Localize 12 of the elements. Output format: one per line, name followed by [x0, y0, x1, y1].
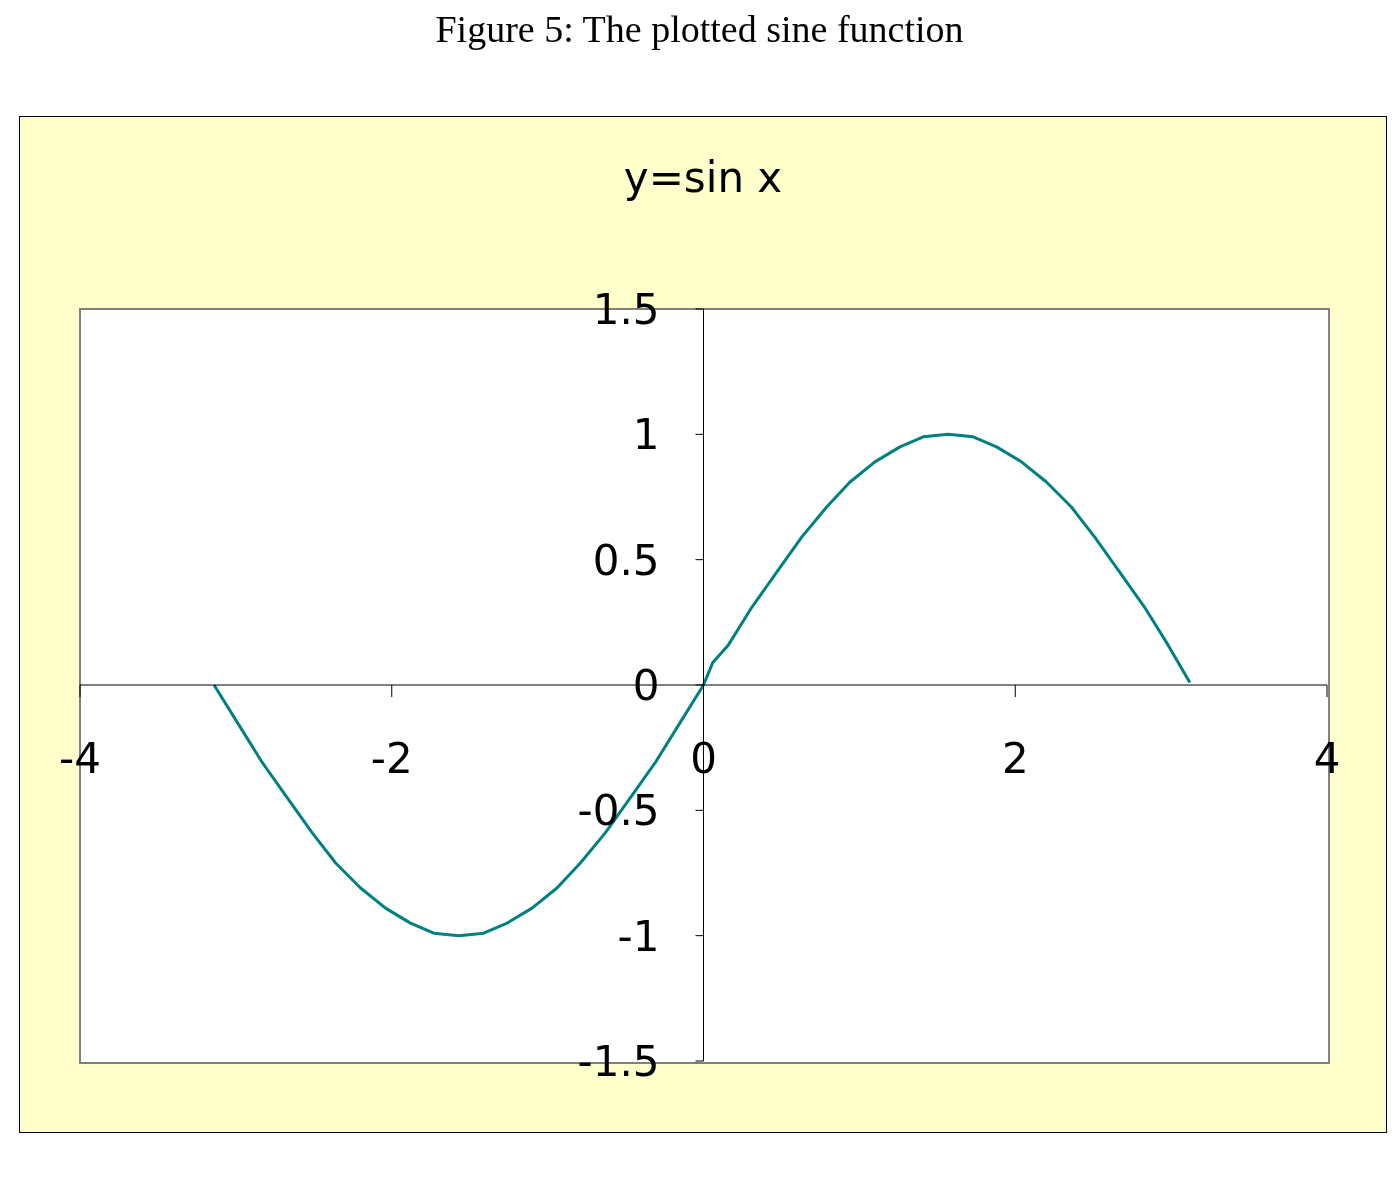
y-tick-label: 1.5	[592, 285, 660, 334]
y-tick-label: -1.5	[577, 1037, 660, 1086]
chart-subtitle: y=sin x	[623, 153, 783, 202]
y-tick-label: 0	[632, 661, 660, 710]
y-tick-label: 1	[632, 410, 660, 460]
x-tick-label: -2	[370, 734, 413, 783]
x-tick-label: -4	[59, 734, 101, 783]
y-tick-label: 0.5	[592, 535, 660, 585]
chart-title: Figure 5: The plotted sine function	[435, 8, 964, 50]
x-tick-label: 2	[1001, 734, 1029, 783]
y-tick-label: -1	[617, 911, 660, 961]
x-tick-label: 4	[1313, 734, 1341, 783]
